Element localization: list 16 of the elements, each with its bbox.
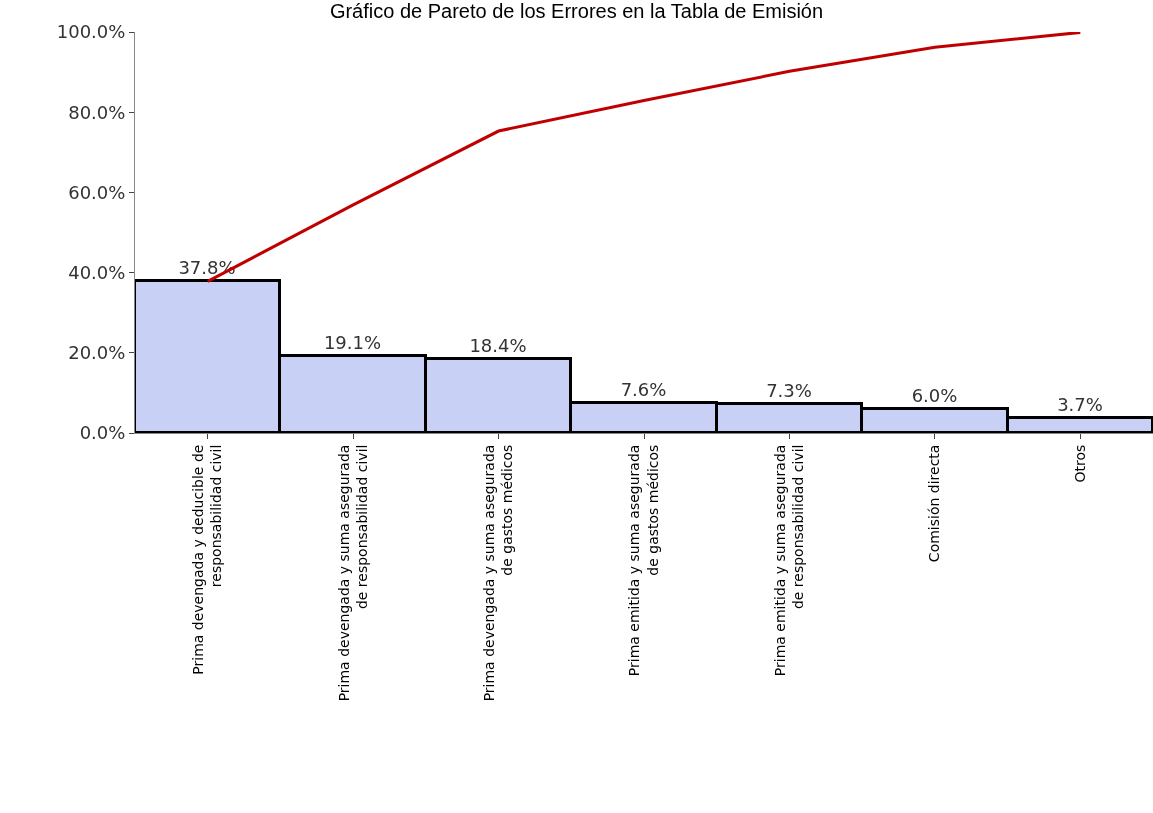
data-label: 7.6% <box>620 378 667 400</box>
x-tick-label: Comisión directa <box>926 444 943 563</box>
x-tick-label: Prima devengada y deducible de responsabilidad civil <box>190 444 225 675</box>
y-tick-label: 20.0% <box>68 342 126 364</box>
data-label: 19.1% <box>323 331 382 353</box>
data-label: 6.0% <box>911 384 958 406</box>
x-tick-label: Otros <box>1071 444 1088 483</box>
data-label: 7.3% <box>766 379 812 401</box>
y-tick-label: 0.0% <box>79 422 126 444</box>
data-label: 18.4% <box>469 334 527 356</box>
y-tick-label: 80.0% <box>68 101 126 123</box>
y-tick-label: 60.0% <box>68 181 126 203</box>
y-tick-label: 40.0% <box>68 261 126 283</box>
data-label: 3.7% <box>1057 393 1103 415</box>
y-tick-label: 100.0% <box>56 21 126 43</box>
chart-title: Gráfico de Pareto de los Errores en la Tabla de Emisión <box>329 0 824 23</box>
